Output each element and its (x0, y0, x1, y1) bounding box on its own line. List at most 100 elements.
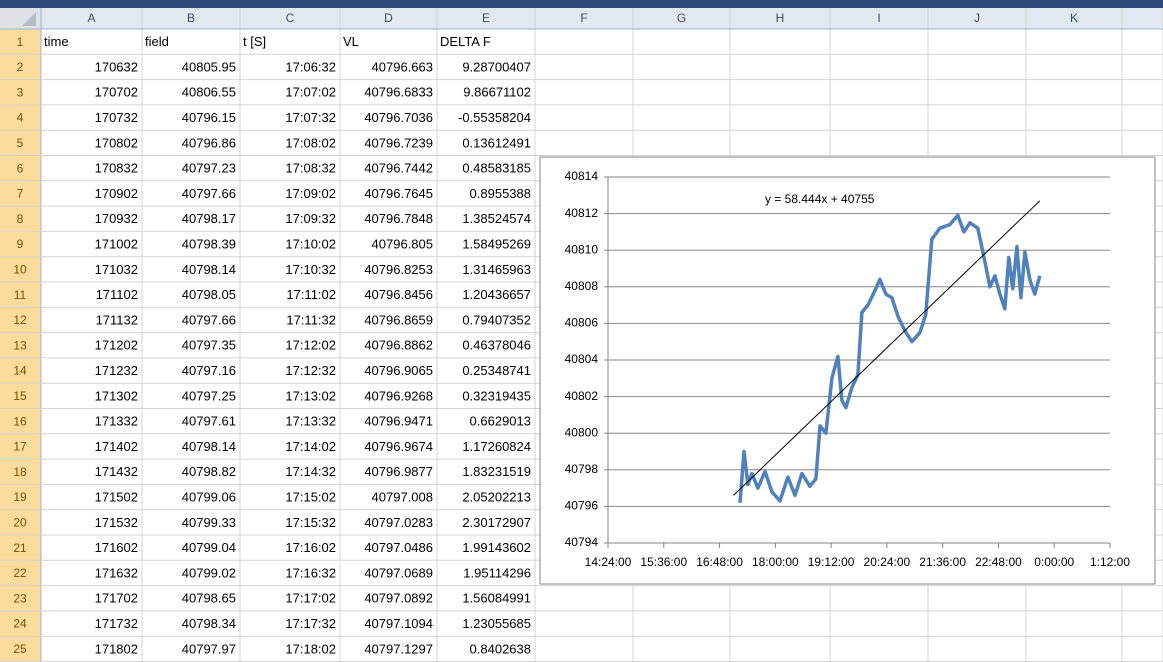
cell[interactable]: 9.28700407 (462, 59, 531, 74)
cell[interactable]: 0.25348741 (462, 363, 531, 378)
cell[interactable]: 40796.86 (182, 135, 236, 150)
cell[interactable]: 1.95114296 (463, 565, 531, 580)
cell[interactable]: 171402 (95, 439, 138, 454)
row-header[interactable]: 3 (17, 85, 24, 99)
cell[interactable]: 40796.8456 (364, 287, 433, 302)
cell[interactable]: 171302 (95, 388, 138, 403)
cell[interactable]: 171802 (95, 641, 138, 656)
row-header[interactable]: 5 (17, 136, 24, 150)
cell[interactable]: 171332 (95, 414, 138, 429)
cell[interactable]: 17:10:02 (285, 236, 336, 251)
cell[interactable]: 40797.61 (182, 414, 236, 429)
cell[interactable]: 17:18:02 (285, 641, 336, 656)
cell[interactable]: 170802 (95, 135, 138, 150)
cell[interactable]: VL (343, 34, 359, 49)
cell[interactable]: 40805.95 (182, 59, 236, 74)
cell[interactable]: 17:17:32 (285, 616, 336, 631)
row-header[interactable]: 15 (13, 389, 27, 403)
cell[interactable]: 170732 (95, 110, 138, 125)
cell[interactable]: 171602 (95, 540, 138, 555)
cell[interactable]: 40797.25 (182, 388, 236, 403)
cell[interactable]: 0.8402638 (470, 641, 531, 656)
cell[interactable]: 40799.33 (182, 515, 236, 530)
cell[interactable]: 40799.04 (182, 540, 236, 555)
cell[interactable]: 171732 (95, 616, 138, 631)
cell[interactable]: 171432 (95, 464, 138, 479)
cell[interactable]: 40798.82 (182, 464, 236, 479)
cell[interactable]: 40797.66 (182, 312, 236, 327)
row-header[interactable]: 23 (13, 591, 27, 605)
cell[interactable]: 171702 (95, 591, 138, 606)
cell[interactable]: 170932 (95, 211, 138, 226)
cell[interactable]: time (44, 34, 69, 49)
cell[interactable]: 17:17:02 (285, 591, 336, 606)
cell[interactable]: 17:10:32 (285, 262, 336, 277)
cell[interactable]: 1.56084991 (462, 591, 531, 606)
column-header[interactable]: H (776, 11, 785, 25)
row-header[interactable]: 22 (13, 566, 27, 580)
cell[interactable]: 17:08:32 (285, 161, 336, 176)
column-header[interactable]: K (1070, 11, 1078, 25)
cell[interactable]: 17:11:32 (286, 312, 336, 327)
cell[interactable]: 17:12:02 (285, 338, 336, 353)
cell[interactable]: 40797.0486 (364, 540, 433, 555)
cell[interactable]: 40798.17 (182, 211, 236, 226)
cell[interactable]: 40796.9877 (364, 464, 433, 479)
column-header[interactable]: D (384, 11, 393, 25)
cell[interactable]: 40798.65 (182, 591, 236, 606)
cell[interactable]: 40796.663 (372, 59, 433, 74)
cell[interactable]: 0.13612491 (462, 135, 531, 150)
cell[interactable]: 2.30172907 (462, 515, 531, 530)
cell[interactable]: 1.20436657 (462, 287, 531, 302)
row-header[interactable]: 1 (17, 35, 24, 49)
cell[interactable]: 17:09:02 (285, 186, 336, 201)
column-header[interactable]: G (677, 11, 686, 25)
cell[interactable]: 40796.7848 (364, 211, 433, 226)
cell[interactable]: 40797.0689 (364, 565, 433, 580)
column-header[interactable]: J (974, 11, 980, 25)
cell[interactable]: 1.83231519 (462, 464, 531, 479)
cell[interactable]: 171632 (95, 565, 138, 580)
cell[interactable]: 17:08:02 (285, 135, 336, 150)
cell[interactable]: 40798.14 (182, 439, 236, 454)
row-header[interactable]: 14 (13, 364, 27, 378)
cell[interactable]: 17:16:32 (285, 565, 336, 580)
column-header[interactable]: I (877, 11, 880, 25)
cell[interactable]: 40796.8253 (364, 262, 433, 277)
cell[interactable]: 171232 (95, 363, 138, 378)
row-header[interactable]: 21 (13, 541, 27, 555)
row-header[interactable]: 2 (17, 60, 24, 74)
cell[interactable]: 17:09:32 (285, 211, 336, 226)
cell[interactable]: 40797.008 (372, 489, 433, 504)
cell[interactable]: 40796.9471 (364, 414, 433, 429)
cell[interactable]: 40796.9674 (364, 439, 433, 454)
cell[interactable]: 1.38524574 (462, 211, 531, 226)
cell[interactable]: 40799.06 (182, 489, 236, 504)
row-header[interactable]: 4 (17, 111, 24, 125)
cell[interactable]: 17:12:32 (285, 363, 336, 378)
cell[interactable]: 40796.7239 (364, 135, 433, 150)
cell[interactable]: 17:11:02 (286, 287, 336, 302)
chart-area[interactable] (539, 156, 1156, 585)
row-header[interactable]: 7 (17, 187, 24, 201)
cell[interactable]: 170702 (95, 85, 138, 100)
cell[interactable]: 171102 (96, 287, 138, 302)
cell[interactable]: 40798.39 (182, 236, 236, 251)
row-header[interactable]: 24 (13, 617, 27, 631)
cell[interactable]: 17:15:02 (285, 489, 336, 504)
cell[interactable]: 40796.9065 (364, 363, 433, 378)
cell[interactable]: 17:16:02 (285, 540, 336, 555)
cell[interactable]: 0.32319435 (462, 388, 531, 403)
cell[interactable]: 9.86671102 (463, 85, 531, 100)
cell[interactable]: -0.55358204 (458, 110, 531, 125)
cell[interactable]: 40806.55 (182, 85, 236, 100)
cell[interactable]: 40797.0283 (364, 515, 433, 530)
cell[interactable]: field (145, 34, 169, 49)
cell[interactable]: 40796.15 (182, 110, 236, 125)
column-header[interactable]: B (187, 11, 195, 25)
cell[interactable]: 40797.97 (182, 641, 236, 656)
cell[interactable]: 17:15:32 (285, 515, 336, 530)
cell[interactable]: 40798.34 (182, 616, 236, 631)
column-header[interactable]: A (87, 11, 95, 25)
row-header[interactable]: 13 (13, 338, 27, 352)
